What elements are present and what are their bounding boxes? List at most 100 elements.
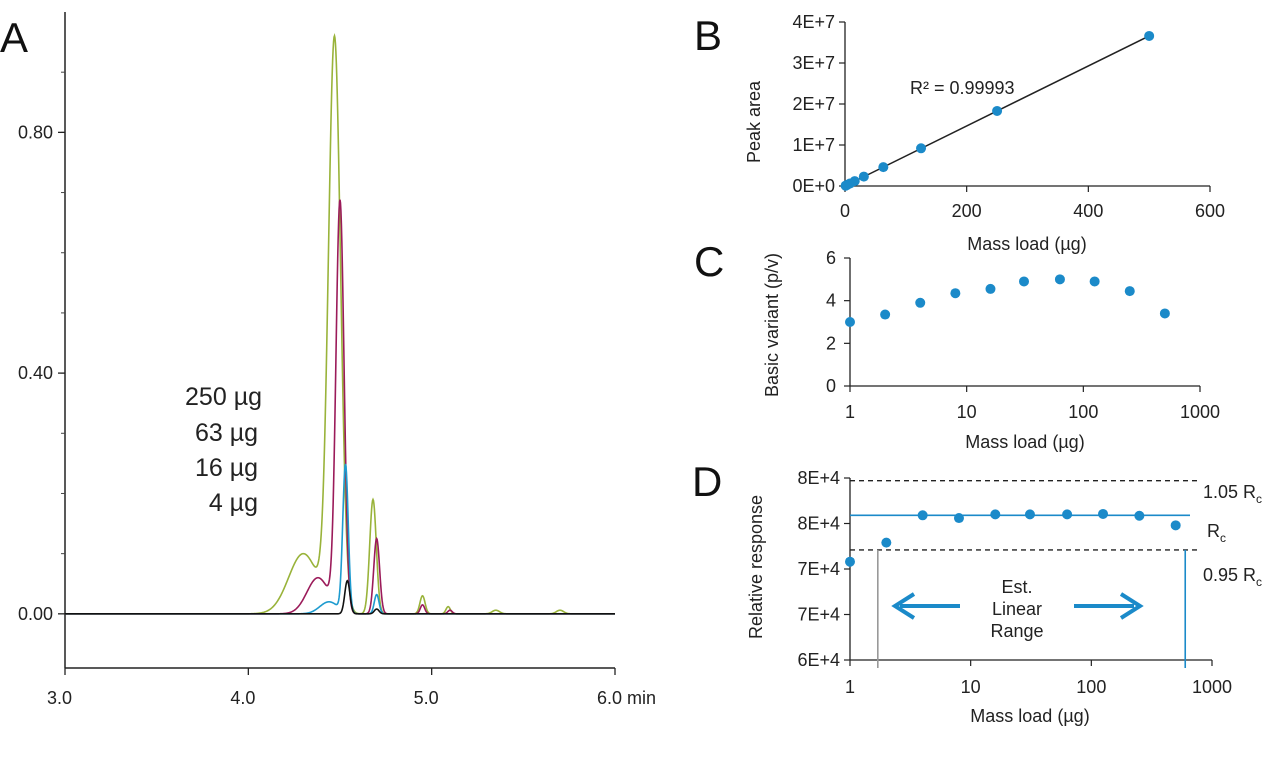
d-data-point bbox=[1134, 510, 1145, 521]
panel-b-ticks: 0 200 400 600 0E+0 1E+7 2E+7 3E+7 4E+7 bbox=[792, 12, 1225, 221]
d-xtick-label: 1 bbox=[845, 677, 855, 697]
b-ytick-label: 1E+7 bbox=[792, 135, 835, 155]
c-xtick-label: 100 bbox=[1068, 402, 1098, 422]
d-ytick-label: 8E+4 bbox=[797, 468, 840, 488]
b-xtick-label: 0 bbox=[840, 201, 850, 221]
panel-c-basic-variant: C 1 10 100 1000 0 2 4 6 Mass load (µg) Basic va… bbox=[694, 238, 1220, 452]
d-data-point bbox=[953, 513, 964, 524]
b-ytick-label: 0E+0 bbox=[792, 176, 835, 196]
panel-c-x-title: Mass load (µg) bbox=[965, 432, 1084, 452]
legend-label-250ug: 250 µg bbox=[185, 383, 262, 411]
a-xtick-label: 5.0 bbox=[414, 688, 439, 708]
d-ytick-label: 7E+4 bbox=[797, 559, 840, 579]
c-xtick-label: 1000 bbox=[1180, 402, 1220, 422]
b-xtick-label: 400 bbox=[1073, 201, 1103, 221]
panel-d-points bbox=[845, 508, 1181, 567]
d-xtick-label: 10 bbox=[961, 677, 981, 697]
a-ytick-label: 0.00 bbox=[18, 604, 53, 624]
legend-label-4ug: 4 µg bbox=[209, 489, 258, 517]
legend-label-16ug: 16 µg bbox=[195, 454, 258, 482]
c-data-point bbox=[985, 283, 996, 294]
b-data-point bbox=[858, 171, 869, 182]
d-data-point bbox=[1170, 520, 1181, 531]
panel-b-letter: B bbox=[694, 12, 722, 59]
panel-a-legend: 250 µg 63 µg 16 µg 4 µg bbox=[185, 383, 262, 517]
d-ytick-label: 8E+4 bbox=[797, 514, 840, 534]
panel-d-ticks: 1 10 100 1000 6E+4 7E+4 7E+4 8E+4 8E+4 bbox=[797, 468, 1232, 697]
b-xtick-label: 600 bbox=[1195, 201, 1225, 221]
d-ytick-label: 6E+4 bbox=[797, 650, 840, 670]
c-ytick-label: 2 bbox=[826, 333, 836, 353]
b-data-point bbox=[1144, 30, 1155, 41]
panel-a-ticks: 3.0 4.0 5.0 6.0 min 0.00 0.40 0.80 bbox=[18, 122, 656, 708]
range-label-line-3: Range bbox=[990, 621, 1043, 641]
panel-d-relative-response: D 1 10 100 1000 6E+4 7E+4 7E+4 8E+4 8E+4 1.05 Rc… bbox=[692, 458, 1262, 726]
legend-label-63ug: 63 µg bbox=[195, 419, 258, 447]
a-xtick-label: 3.0 bbox=[47, 688, 72, 708]
label-rc: Rc bbox=[1207, 521, 1226, 545]
c-data-point bbox=[880, 309, 891, 320]
panel-a-letter: A bbox=[0, 14, 28, 61]
b-data-point bbox=[992, 105, 1003, 116]
d-data-point bbox=[990, 509, 1001, 520]
trace-250ug bbox=[65, 33, 615, 615]
c-ytick-label: 4 bbox=[826, 291, 836, 311]
b-ytick-label: 4E+7 bbox=[792, 12, 835, 32]
d-data-point bbox=[1062, 509, 1073, 520]
c-ytick-label: 6 bbox=[826, 248, 836, 268]
c-data-point bbox=[950, 288, 961, 299]
c-data-point bbox=[1159, 308, 1170, 319]
c-data-point bbox=[915, 297, 926, 308]
panel-b-x-title: Mass load (µg) bbox=[967, 234, 1086, 254]
b-ytick-label: 2E+7 bbox=[792, 94, 835, 114]
d-data-point bbox=[917, 510, 928, 521]
d-xtick-label: 100 bbox=[1076, 677, 1106, 697]
panel-d-y-title: Relative response bbox=[746, 495, 766, 639]
c-xtick-label: 1 bbox=[845, 402, 855, 422]
d-data-point bbox=[1098, 508, 1109, 519]
panel-c-letter: C bbox=[694, 238, 724, 285]
panel-c-ticks: 1 10 100 1000 0 2 4 6 bbox=[826, 248, 1220, 422]
c-ytick-label: 0 bbox=[826, 376, 836, 396]
arrow-left-head bbox=[891, 592, 916, 620]
b-xtick-label: 200 bbox=[952, 201, 982, 221]
panel-b-r-squared: R² = 0.99993 bbox=[910, 78, 1015, 98]
trace-16ug bbox=[65, 463, 615, 615]
c-data-point bbox=[1089, 276, 1100, 287]
a-xtick-label: 4.0 bbox=[230, 688, 255, 708]
arrow-right-head bbox=[1119, 592, 1144, 620]
trace-4ug bbox=[65, 579, 615, 615]
panel-d-letter: D bbox=[692, 458, 722, 505]
a-ytick-label: 0.40 bbox=[18, 363, 53, 383]
panel-a-chromatogram: A 3.0 4.0 5.0 6.0 min 0.00 0.40 0.80 250 µg 63… bbox=[0, 12, 656, 708]
b-data-point bbox=[916, 143, 927, 154]
panel-a-traces bbox=[65, 33, 615, 615]
panel-b-y-title: Peak area bbox=[744, 80, 764, 163]
b-data-point bbox=[849, 176, 860, 187]
panel-c-y-title: Basic variant (p/v) bbox=[762, 253, 782, 397]
range-label-line-1: Est. bbox=[1001, 577, 1032, 597]
b-data-point bbox=[878, 162, 889, 173]
d-data-point bbox=[881, 537, 892, 548]
c-data-point bbox=[1054, 274, 1065, 285]
a-ytick-label: 0.80 bbox=[18, 122, 53, 142]
d-ytick-label: 7E+4 bbox=[797, 605, 840, 625]
panel-d-x-title: Mass load (µg) bbox=[970, 706, 1089, 726]
range-label-line-2: Linear bbox=[992, 599, 1042, 619]
c-xtick-label: 10 bbox=[957, 402, 977, 422]
d-xtick-label: 1000 bbox=[1192, 677, 1232, 697]
panel-c-points bbox=[845, 274, 1170, 327]
b-ytick-label: 3E+7 bbox=[792, 53, 835, 73]
c-data-point bbox=[1018, 276, 1029, 287]
c-data-point bbox=[1124, 286, 1135, 297]
d-data-point bbox=[1024, 509, 1035, 520]
c-data-point bbox=[845, 317, 855, 327]
linear-range-arrows bbox=[891, 592, 1144, 620]
panel-b-peak-area: B 0 200 400 600 0E+0 1E+7 2E+7 3E+7 4E+7 R² = 0.… bbox=[694, 12, 1225, 254]
a-xtick-label: 6.0 min bbox=[597, 688, 656, 708]
label-upper-limit: 1.05 Rc bbox=[1203, 482, 1262, 506]
label-lower-limit: 0.95 Rc bbox=[1203, 565, 1262, 589]
panel-b-points bbox=[840, 30, 1155, 191]
panel-d-reference-lines bbox=[850, 480, 1200, 668]
